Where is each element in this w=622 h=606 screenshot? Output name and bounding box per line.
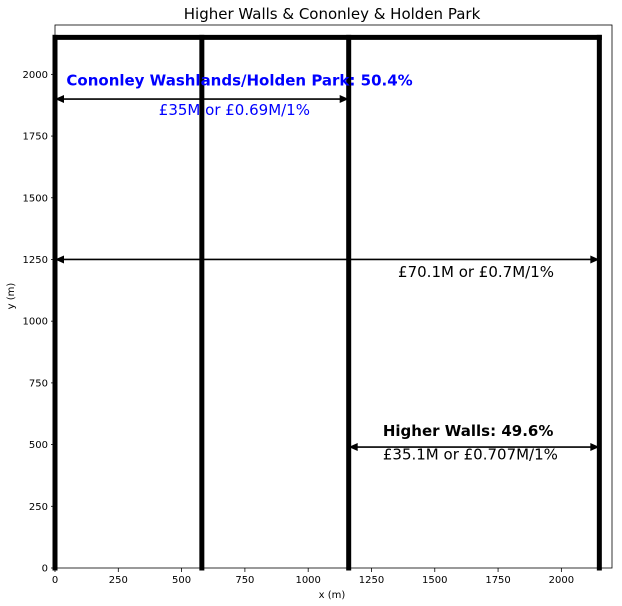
- walls: [52, 34, 602, 571]
- x-tick-label: 1250: [359, 575, 384, 586]
- annotation-1: Cononley Washlands/Holden Park: 50.4%: [66, 71, 412, 89]
- y-tick-label: 750: [29, 378, 48, 389]
- annotations: Cononley Washlands/Holden Park: 50.4% £35…: [66, 71, 558, 463]
- y-tick-label: 0: [42, 564, 48, 575]
- dimension-arrow-1: [55, 95, 349, 104]
- y-tick-label: 500: [29, 440, 48, 451]
- x-tick-label: 1500: [422, 575, 447, 586]
- y-tick-label: 1750: [23, 132, 48, 143]
- y-tick-label: 1250: [23, 255, 48, 266]
- y-axis: 0 250 500 750 1000 1250 1500 1750 2000: [23, 70, 55, 575]
- y-tick-label: 250: [29, 502, 48, 513]
- dimension-arrow-3: [348, 443, 600, 452]
- x-tick-label: 1000: [295, 575, 320, 586]
- plot-area: [54, 24, 613, 569]
- x-tick-label: 2000: [549, 575, 574, 586]
- y-tick-label: 1000: [23, 317, 48, 328]
- y-axis-label: y (m): [6, 283, 17, 310]
- x-tick-label: 1750: [485, 575, 510, 586]
- x-tick-label: 0: [52, 575, 58, 586]
- y-tick-label: 2000: [23, 70, 48, 81]
- chart-title: Higher Walls & Cononley & Holden Park: [184, 5, 481, 23]
- annotation-4: Higher Walls: 49.6%: [383, 422, 554, 440]
- x-axis-label: x (m): [319, 590, 346, 601]
- dimension-arrows: [55, 95, 600, 452]
- dimension-arrow-2: [55, 255, 600, 264]
- annotation-5: £35.1M or £0.707M/1%: [383, 445, 558, 463]
- y-tick-label: 1500: [23, 193, 48, 204]
- annotation-3: £70.1M or £0.7M/1%: [398, 263, 554, 281]
- x-axis: 0 250 500 750 1000 1250 1500 1750 2000: [52, 568, 574, 586]
- x-tick-label: 500: [172, 575, 191, 586]
- x-tick-label: 750: [235, 575, 254, 586]
- annotation-2: £35M or £0.69M/1%: [159, 101, 310, 119]
- x-tick-label: 250: [109, 575, 128, 586]
